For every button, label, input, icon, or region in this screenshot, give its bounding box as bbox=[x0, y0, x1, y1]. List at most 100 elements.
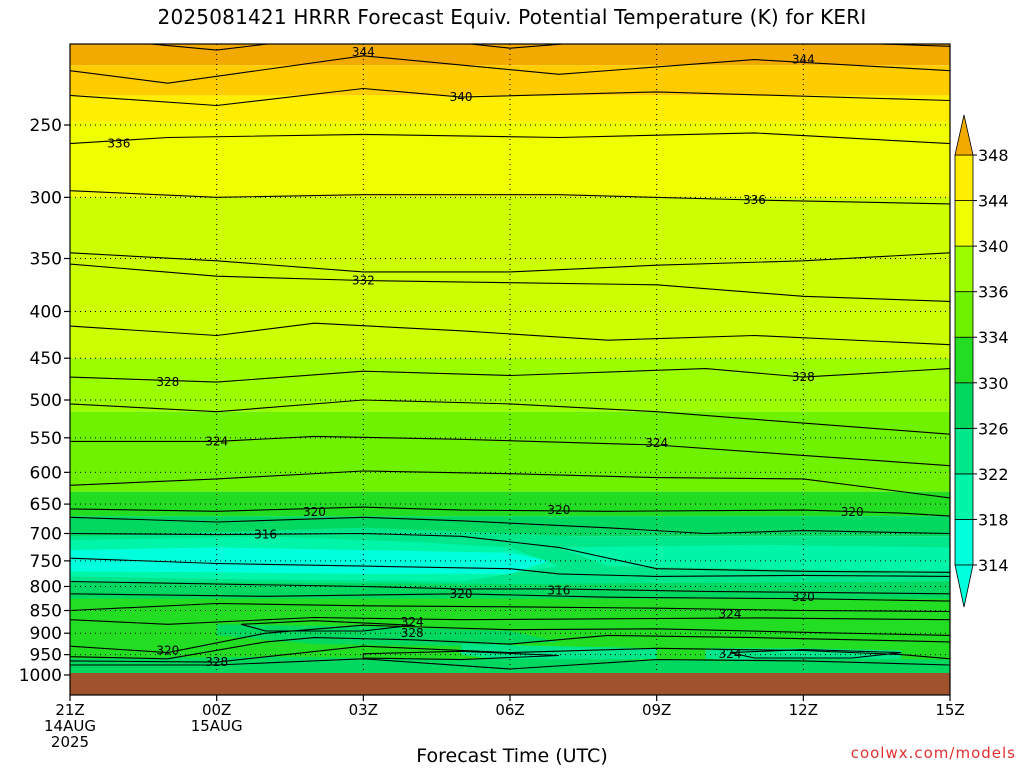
colorbar-segment bbox=[954, 427, 974, 475]
grid-lines bbox=[70, 44, 950, 695]
colorbar-segment bbox=[954, 382, 974, 429]
colorbar-segment bbox=[954, 245, 974, 293]
contour-label: 316 bbox=[254, 528, 277, 542]
y-tick-label: 550 bbox=[30, 429, 62, 449]
contour-label: 344 bbox=[352, 45, 375, 59]
contour-line bbox=[70, 624, 950, 654]
colorbar-tick-label: 314 bbox=[978, 556, 1009, 575]
y-tick-label: 750 bbox=[30, 552, 62, 572]
colorbar-tick-label: 322 bbox=[978, 465, 1009, 484]
contour-line bbox=[70, 252, 950, 273]
y-tick-label: 700 bbox=[30, 524, 62, 544]
colorbar-bottom-arrow bbox=[954, 564, 974, 608]
x-tick-label: 15Z bbox=[935, 701, 964, 719]
x-tick-label: 06Z bbox=[495, 701, 524, 719]
x-tick-label: 21Z bbox=[55, 701, 84, 719]
contour-line bbox=[70, 516, 950, 535]
y-axis: 2503003504004505005506006507007508008509… bbox=[19, 116, 70, 686]
contour-label: 324 bbox=[719, 647, 742, 661]
colorbar: 314 318 322 326 330 334 336 340 344 348 bbox=[954, 114, 1009, 608]
colorbar-tick-label: 334 bbox=[978, 328, 1009, 347]
contour-label: 324 bbox=[401, 615, 424, 629]
y-tick-label: 650 bbox=[30, 495, 62, 515]
contour-label: 340 bbox=[450, 90, 473, 104]
contour-loop bbox=[240, 620, 413, 632]
color-band bbox=[70, 44, 950, 66]
colorbar-tick-label: 318 bbox=[978, 510, 1009, 529]
color-region bbox=[461, 644, 657, 661]
contour-line bbox=[70, 132, 950, 145]
contour-line bbox=[144, 44, 950, 51]
contour-label: 328 bbox=[792, 370, 815, 384]
y-tick-label: 900 bbox=[30, 624, 62, 644]
colorbar-tick-label: 344 bbox=[978, 192, 1009, 211]
contour-label: 320 bbox=[450, 587, 473, 601]
chart-title: 2025081421 HRRR Forecast Equiv. Potentia… bbox=[157, 5, 867, 29]
x-tick-label: 00Z bbox=[202, 701, 231, 719]
colorbar-tick-label: 330 bbox=[978, 374, 1009, 393]
colorbar-tick-label: 348 bbox=[978, 146, 1009, 165]
contour-lines bbox=[70, 0, 950, 670]
contour-line bbox=[70, 263, 950, 302]
contour-label: 320 bbox=[156, 643, 179, 657]
y-tick-label: 600 bbox=[30, 463, 62, 483]
contour-line bbox=[70, 593, 950, 602]
contour-line bbox=[70, 87, 950, 107]
x-tick-label: 12Z bbox=[789, 701, 818, 719]
contour-label: 332 bbox=[352, 274, 375, 288]
contour-label: 316 bbox=[547, 583, 570, 597]
contour-line bbox=[70, 190, 950, 205]
colorbar-segment bbox=[954, 154, 974, 201]
x-tick-label: 09Z bbox=[642, 701, 671, 719]
contour-loop bbox=[729, 649, 902, 659]
contour-label: 336 bbox=[743, 193, 766, 207]
x-axis-label: Forecast Time (UTC) bbox=[416, 745, 608, 767]
contour-line bbox=[70, 634, 950, 660]
contour-line bbox=[70, 532, 950, 573]
ground-surface bbox=[70, 673, 950, 695]
contour-line bbox=[70, 368, 950, 383]
colorbar-tick-label: 336 bbox=[978, 283, 1009, 302]
credit-text: coolwx.com/models bbox=[850, 744, 1016, 762]
color-region bbox=[70, 656, 950, 675]
color-bands bbox=[70, 44, 950, 695]
contour-label: 328 bbox=[205, 655, 228, 669]
y-tick-label: 250 bbox=[30, 116, 62, 136]
contour-line bbox=[70, 0, 950, 16]
contour-line bbox=[70, 55, 950, 84]
contour-line bbox=[70, 322, 950, 346]
y-tick-label: 500 bbox=[30, 391, 62, 411]
contour-label: 324 bbox=[645, 436, 668, 450]
contour-loop bbox=[362, 650, 559, 661]
contour-line bbox=[70, 616, 950, 625]
contour-line bbox=[70, 506, 950, 517]
colorbar-top-arrow bbox=[954, 114, 974, 156]
contour-line bbox=[70, 470, 950, 499]
y-tick-label: 800 bbox=[30, 577, 62, 597]
y-tick-label: 1000 bbox=[19, 666, 62, 686]
colorbar-tick-label: 326 bbox=[978, 419, 1009, 438]
contour-label: 344 bbox=[792, 53, 815, 67]
colorbar-segment bbox=[954, 519, 974, 566]
colorbar-segment bbox=[954, 291, 974, 338]
colorbar-tick-label: 340 bbox=[978, 237, 1009, 256]
contour-label: 336 bbox=[107, 137, 130, 151]
contour-line bbox=[70, 399, 950, 435]
contour-label: 328 bbox=[401, 626, 424, 640]
x-tick-label: 15AUG bbox=[191, 717, 243, 735]
contour-label: 320 bbox=[841, 505, 864, 519]
y-tick-label: 350 bbox=[30, 249, 62, 269]
x-tick-label: 14AUG bbox=[44, 717, 96, 735]
colorbar-segment bbox=[954, 473, 974, 520]
contour-label: 324 bbox=[719, 607, 742, 621]
colorbar-segment bbox=[954, 200, 974, 247]
y-tick-label: 950 bbox=[30, 646, 62, 666]
contour-line bbox=[70, 557, 950, 577]
contour-line bbox=[70, 602, 950, 613]
contour-label: 320 bbox=[547, 503, 570, 517]
y-tick-label: 850 bbox=[30, 602, 62, 622]
